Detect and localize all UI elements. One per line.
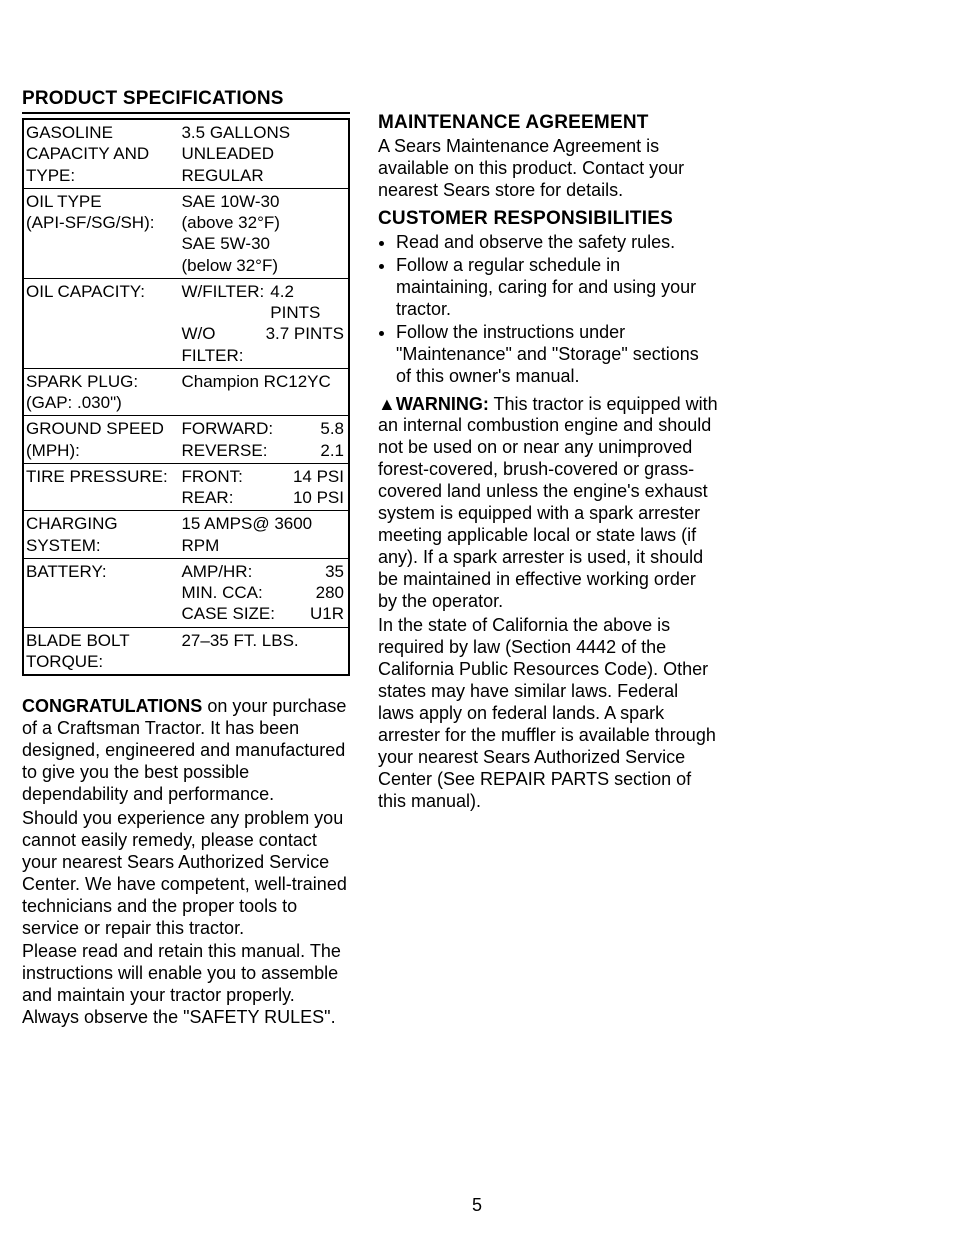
help-paragraph: Should you experience any problem you ca… [22,808,350,940]
spec-label: OIL CAPACITY: [23,278,179,368]
warning-icon: ▲ [378,394,396,414]
spec-label: BLADE BOLT TORQUE: [23,627,179,675]
spec-row: BLADE BOLT TORQUE:27–35 FT. LBS. [23,627,349,675]
warning-paragraph: ▲WARNING: This tractor is equipped with … [378,394,718,614]
list-item: Read and observe the safety rules. [396,232,718,254]
spec-label: BATTERY: [23,558,179,627]
spec-value: 3.5 GALLONSUNLEADED REGULAR [179,119,349,188]
page: PRODUCT SPECIFICATIONS GASOLINE CAPACITY… [0,0,954,1240]
spec-row: SPARK PLUG:(GAP: .030")Champion RC12YC [23,368,349,416]
warning-paragraph-2: In the state of California the above is … [378,615,718,813]
spec-value: FORWARD:5.8REVERSE:2.1 [179,416,349,464]
spec-row: CHARGING SYSTEM:15 AMPS@ 3600 RPM [23,511,349,559]
left-column: PRODUCT SPECIFICATIONS GASOLINE CAPACITY… [22,88,350,1031]
spec-row: TIRE PRESSURE:FRONT:14 PSIREAR:10 PSI [23,463,349,511]
spec-row: BATTERY:AMP/HR:35MIN. CCA:280CASE SIZE:U… [23,558,349,627]
maintenance-agreement-text: A Sears Maintenance Agreement is availab… [378,136,718,202]
spec-value: Champion RC12YC [179,368,349,416]
spec-value: 15 AMPS@ 3600 RPM [179,511,349,559]
page-number: 5 [0,1195,954,1216]
spec-label: CHARGING SYSTEM: [23,511,179,559]
spec-label: OIL TYPE(API-SF/SG/SH): [23,188,179,278]
spec-label: TIRE PRESSURE: [23,463,179,511]
warning-label: WARNING: [396,394,489,414]
maintenance-agreement-heading: MAINTENANCE AGREEMENT [378,112,718,134]
warning-text: This tractor is equipped with an interna… [378,394,718,612]
spec-label: GASOLINE CAPACITY AND TYPE: [23,119,179,188]
customer-responsibilities-heading: CUSTOMER RESPONSIBILITIES [378,208,718,230]
spec-value: AMP/HR:35MIN. CCA:280CASE SIZE:U1R [179,558,349,627]
congrats-lead: CONGRATULATIONS [22,696,202,716]
spec-value: W/FILTER:4.2 PINTSW/O FILTER:3.7 PINTS [179,278,349,368]
spec-label: SPARK PLUG:(GAP: .030") [23,368,179,416]
spec-label: GROUND SPEED (MPH): [23,416,179,464]
congrats-paragraph: CONGRATULATIONS on your purchase of a Cr… [22,696,350,806]
spec-table: GASOLINE CAPACITY AND TYPE:3.5 GALLONSUN… [22,118,350,676]
right-column: MAINTENANCE AGREEMENT A Sears Maintenanc… [378,88,718,1031]
spec-value: 27–35 FT. LBS. [179,627,349,675]
spec-row: GASOLINE CAPACITY AND TYPE:3.5 GALLONSUN… [23,119,349,188]
spec-value: FRONT:14 PSIREAR:10 PSI [179,463,349,511]
spec-row: GROUND SPEED (MPH):FORWARD:5.8REVERSE:2.… [23,416,349,464]
product-specs-heading: PRODUCT SPECIFICATIONS [22,88,350,114]
retain-manual-paragraph: Please read and retain this manual. The … [22,941,350,1029]
list-item: Follow the instructions under "Maintenan… [396,322,718,388]
responsibilities-list: Read and observe the safety rules.Follow… [378,232,718,388]
two-column-layout: PRODUCT SPECIFICATIONS GASOLINE CAPACITY… [22,88,932,1031]
list-item: Follow a regular schedule in maintaining… [396,255,718,321]
spec-row: OIL TYPE(API-SF/SG/SH):SAE 10W-30(above … [23,188,349,278]
spec-value: SAE 10W-30(above 32°F)SAE 5W-30(below 32… [179,188,349,278]
spec-row: OIL CAPACITY:W/FILTER:4.2 PINTSW/O FILTE… [23,278,349,368]
